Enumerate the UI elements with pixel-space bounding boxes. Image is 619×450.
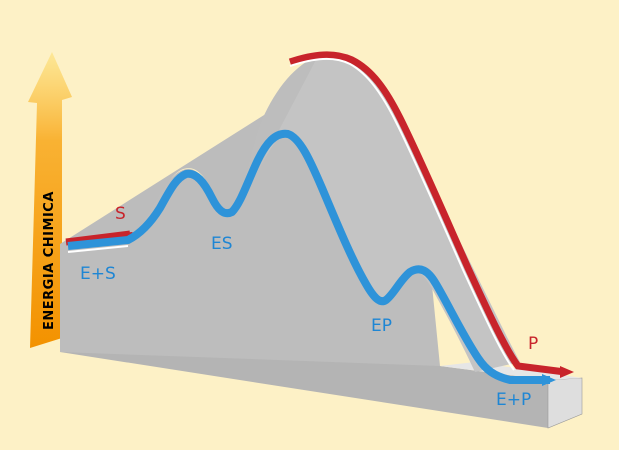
energy-axis-label: ENERGIA CHIMICA [42,191,57,330]
arrowhead-blue-icon [542,374,556,386]
label-substrate: S [115,204,126,224]
uncatalyzed-path-white-line [289,58,515,371]
catalyzed-path-blue [67,129,550,384]
label-product: P [528,334,538,354]
label-enzyme-substrate: E+S [80,264,116,284]
label-es-complex: ES [211,234,233,254]
catalyzed-path-white-line [67,245,129,253]
energy-profile-slope [238,54,520,373]
label-ep-complex: EP [371,316,392,336]
label-enzyme-product: E+P [496,390,531,410]
block-end-face [547,377,583,429]
arrowhead-red-icon [560,366,574,378]
